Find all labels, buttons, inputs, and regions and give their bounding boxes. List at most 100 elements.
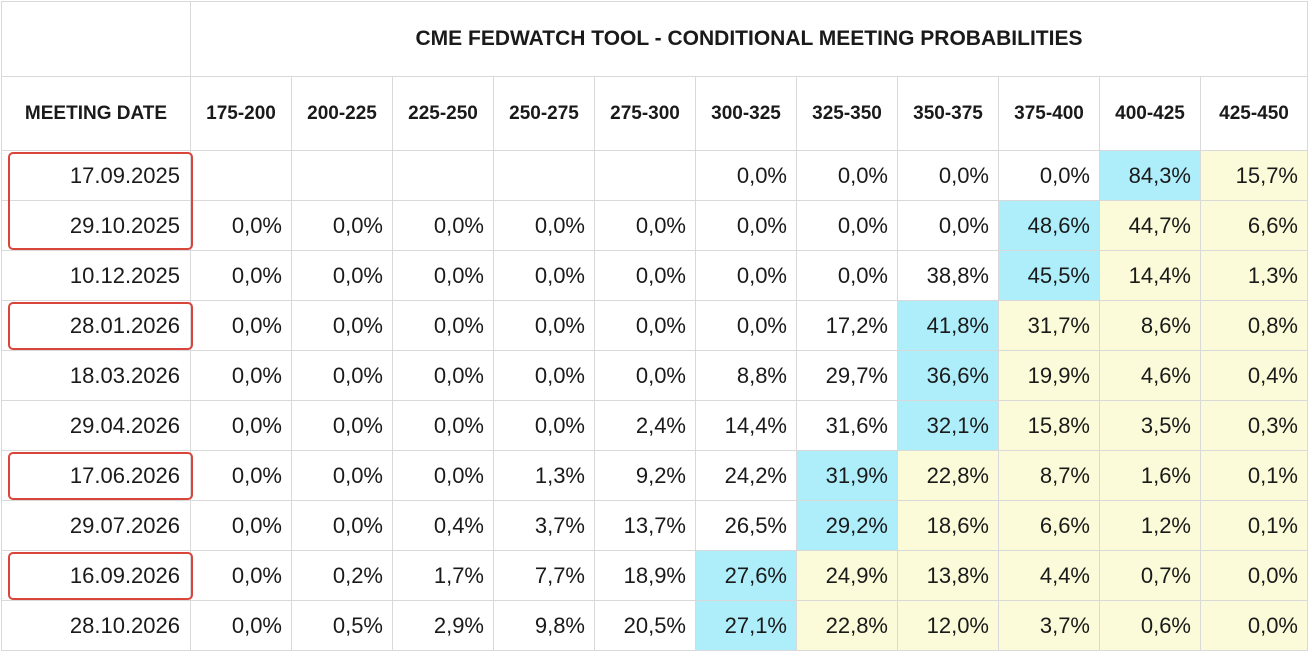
- meeting-date-cell: 10.12.2025: [1, 250, 191, 301]
- meeting-date-cell: 18.03.2026: [1, 350, 191, 401]
- probability-cell: 6,6%: [1200, 200, 1308, 251]
- probability-cell: 31,6%: [796, 400, 898, 451]
- probability-cell: 0,0%: [291, 300, 393, 351]
- meeting-date-cell: 28.10.2026: [1, 600, 191, 651]
- probability-cell: 0,0%: [291, 200, 393, 251]
- probability-cell: 0,0%: [291, 400, 393, 451]
- probability-cell: 0,8%: [1200, 300, 1308, 351]
- probability-cell: 1,6%: [1099, 450, 1201, 501]
- probability-cell: 29,2%: [796, 500, 898, 551]
- probability-cell: 0,4%: [1200, 350, 1308, 401]
- probability-cell: 29,7%: [796, 350, 898, 401]
- probability-cell: 31,9%: [796, 450, 898, 501]
- probability-cell: 36,6%: [897, 350, 999, 401]
- probability-cell: 0,0%: [897, 150, 999, 201]
- probability-cell: 0,2%: [291, 550, 393, 601]
- table-row: 29.10.2025 0,0% 0,0% 0,0% 0,0% 0,0% 0,0% 0,0% 0,…: [1, 200, 1308, 251]
- probability-cell: 0,0%: [190, 400, 292, 451]
- probability-cell: 2,9%: [392, 600, 494, 651]
- probability-cell: 0,0%: [695, 150, 797, 201]
- probability-cell: 22,8%: [796, 600, 898, 651]
- meeting-date-cell: 17.09.2025: [1, 150, 191, 201]
- probability-cell: 0,0%: [392, 250, 494, 301]
- probability-cell: 8,6%: [1099, 300, 1201, 351]
- probability-cell: 0,0%: [291, 350, 393, 401]
- probability-cell: 0,0%: [190, 450, 292, 501]
- probability-cell: 0,0%: [392, 350, 494, 401]
- probability-cell: 0,1%: [1200, 500, 1308, 551]
- table-row: 17.09.2025 0,0% 0,0% 0,0% 0,0% 84,3% 15,7%: [1, 150, 1308, 201]
- probability-cell: 24,9%: [796, 550, 898, 601]
- probability-cell: 0,0%: [190, 200, 292, 251]
- probability-cell: 0,0%: [695, 300, 797, 351]
- probability-cell: [190, 150, 292, 201]
- meeting-date-cell: 28.01.2026: [1, 300, 191, 351]
- table-row: 10.12.2025 0,0% 0,0% 0,0% 0,0% 0,0% 0,0% 0,0% 38…: [1, 250, 1308, 301]
- meeting-date-cell: 29.07.2026: [1, 500, 191, 551]
- probability-cell: 9,2%: [594, 450, 696, 501]
- probability-cell: 8,7%: [998, 450, 1100, 501]
- column-header-200-225: 200-225: [291, 76, 393, 151]
- probability-cell: 0,0%: [190, 350, 292, 401]
- probability-cell: 0,0%: [695, 250, 797, 301]
- probability-cell: 14,4%: [1099, 250, 1201, 301]
- probability-cell: 0,4%: [392, 500, 494, 551]
- probability-cell: [594, 150, 696, 201]
- probability-cell: 1,7%: [392, 550, 494, 601]
- probability-cell: 0,0%: [291, 450, 393, 501]
- probability-cell: 31,7%: [998, 300, 1100, 351]
- probability-cell: 18,9%: [594, 550, 696, 601]
- probability-cell: 0,0%: [594, 200, 696, 251]
- probability-cell: 0,0%: [392, 400, 494, 451]
- probability-cell: 9,8%: [493, 600, 595, 651]
- column-header-row: MEETING DATE 175-200 200-225 225-250 250-27…: [1, 76, 1308, 151]
- probability-cell: 13,7%: [594, 500, 696, 551]
- probability-cell: [291, 150, 393, 201]
- table-row: 16.09.2026 0,0% 0,2% 1,7% 7,7% 18,9% 27,6% 24,9…: [1, 550, 1308, 601]
- probability-cell: 22,8%: [897, 450, 999, 501]
- table-body: 17.09.2025 0,0% 0,0% 0,0% 0,0% 84,3% 15,7% 29.1…: [1, 150, 1308, 651]
- probability-cell: 0,0%: [1200, 600, 1308, 651]
- column-header-300-325: 300-325: [695, 76, 797, 151]
- probability-cell: 0,0%: [594, 350, 696, 401]
- probability-cell: 0,0%: [190, 550, 292, 601]
- probability-cell: 4,4%: [998, 550, 1100, 601]
- probability-cell: 0,3%: [1200, 400, 1308, 451]
- column-header-225-250: 225-250: [392, 76, 494, 151]
- probability-cell: 27,1%: [695, 600, 797, 651]
- probability-cell: 0,0%: [594, 250, 696, 301]
- probability-cell: 19,9%: [998, 350, 1100, 401]
- probability-cell: 48,6%: [998, 200, 1100, 251]
- probability-cell: 13,8%: [897, 550, 999, 601]
- table-row: 28.10.2026 0,0% 0,5% 2,9% 9,8% 20,5% 27,1% 22,8…: [1, 600, 1308, 651]
- table-row: 28.01.2026 0,0% 0,0% 0,0% 0,0% 0,0% 0,0% 17,2% 4…: [1, 300, 1308, 351]
- probability-cell: 15,7%: [1200, 150, 1308, 201]
- probability-cell: 0,0%: [392, 450, 494, 501]
- probability-cell: 0,0%: [897, 200, 999, 251]
- probability-cell: 4,6%: [1099, 350, 1201, 401]
- probability-cell: 0,0%: [190, 500, 292, 551]
- probability-cell: 0,0%: [291, 500, 393, 551]
- probability-cell: 26,5%: [695, 500, 797, 551]
- probability-cell: 38,8%: [897, 250, 999, 301]
- probability-cell: 0,0%: [493, 200, 595, 251]
- corner-cell: [1, 1, 191, 77]
- probability-cell: [493, 150, 595, 201]
- column-header-375-400: 375-400: [998, 76, 1100, 151]
- probability-cell: 84,3%: [1099, 150, 1201, 201]
- table-row: 18.03.2026 0,0% 0,0% 0,0% 0,0% 0,0% 8,8% 29,7% 3…: [1, 350, 1308, 401]
- probability-cell: 8,8%: [695, 350, 797, 401]
- probability-cell: 0,0%: [291, 250, 393, 301]
- probability-cell: 0,0%: [392, 200, 494, 251]
- table-row: 17.06.2026 0,0% 0,0% 0,0% 1,3% 9,2% 24,2% 31,9%…: [1, 450, 1308, 501]
- probability-cell: 1,3%: [1200, 250, 1308, 301]
- probability-cell: 3,5%: [1099, 400, 1201, 451]
- probability-cell: [392, 150, 494, 201]
- meeting-date-cell: 29.10.2025: [1, 200, 191, 251]
- probability-cell: 0,0%: [493, 300, 595, 351]
- meeting-date-cell: 16.09.2026: [1, 550, 191, 601]
- probability-cell: 45,5%: [998, 250, 1100, 301]
- probability-cell: 0,0%: [493, 350, 595, 401]
- probability-cell: 15,8%: [998, 400, 1100, 451]
- probability-cell: 18,6%: [897, 500, 999, 551]
